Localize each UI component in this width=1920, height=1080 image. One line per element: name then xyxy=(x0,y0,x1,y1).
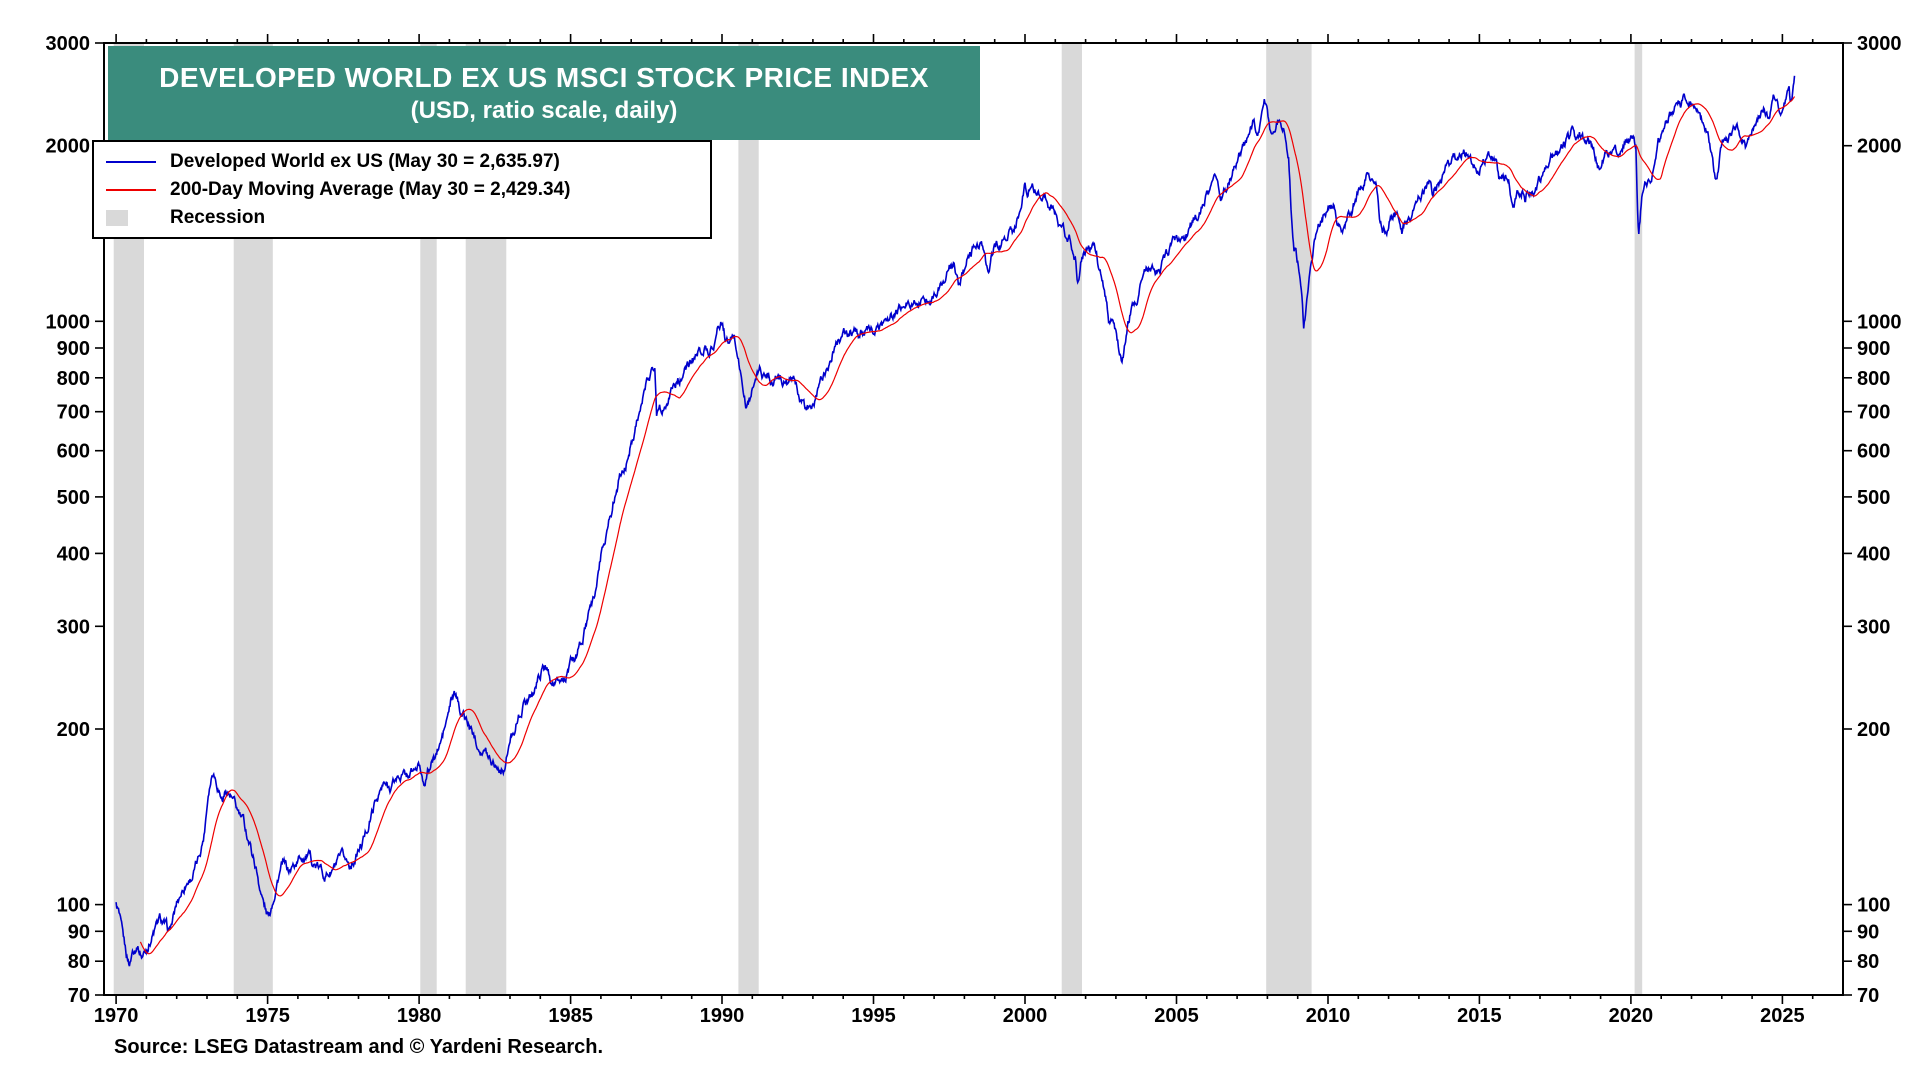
legend-label-moving-average: 200-Day Moving Average (May 30 = 2,429.3… xyxy=(170,178,571,200)
red-line-icon xyxy=(106,188,156,191)
x-axis-label: 1995 xyxy=(851,1005,896,1027)
chart-title: DEVELOPED WORLD EX US MSCI STOCK PRICE I… xyxy=(159,61,929,93)
y-axis-label: 800 xyxy=(57,368,90,390)
x-axis-label: 1985 xyxy=(548,1005,593,1027)
y-axis-label: 70 xyxy=(68,985,90,1007)
y-axis-label: 800 xyxy=(1857,368,1890,390)
legend-item-price: Developed World ex US (May 30 = 2,635.97… xyxy=(106,149,700,174)
chart-subtitle: (USD, ratio scale, daily) xyxy=(410,96,678,124)
x-axis-label: 1970 xyxy=(94,1005,139,1027)
x-axis-label: 1980 xyxy=(397,1005,442,1027)
y-axis-label: 300 xyxy=(1857,616,1890,638)
y-axis-label: 400 xyxy=(1857,543,1890,565)
legend-label-recession: Recession xyxy=(170,206,266,228)
x-axis-label: 2005 xyxy=(1154,1005,1199,1027)
recession-band xyxy=(1634,43,1643,995)
y-axis-label: 200 xyxy=(57,719,90,741)
y-axis-label: 600 xyxy=(57,441,90,463)
y-axis-label: 900 xyxy=(57,338,90,360)
y-axis-label: 900 xyxy=(1857,338,1890,360)
y-axis-label: 70 xyxy=(1857,985,1879,1007)
moving-average-line xyxy=(139,96,1796,955)
chart-title-box: DEVELOPED WORLD EX US MSCI STOCK PRICE I… xyxy=(108,46,980,140)
y-axis-label: 300 xyxy=(57,616,90,638)
legend-label-price: Developed World ex US (May 30 = 2,635.97… xyxy=(170,150,560,172)
moving-average-swatch xyxy=(106,188,162,191)
recession-band xyxy=(738,43,759,995)
y-axis-label: 1000 xyxy=(1857,311,1902,333)
y-axis-label: 700 xyxy=(57,402,90,424)
x-axis-label: 1975 xyxy=(245,1005,290,1027)
y-axis-label: 100 xyxy=(57,895,90,917)
y-axis-label: 2000 xyxy=(46,136,91,158)
y-axis-label: 200 xyxy=(1857,719,1890,741)
y-axis-label: 80 xyxy=(1857,951,1879,973)
y-axis-label: 90 xyxy=(68,921,90,943)
y-axis-label: 700 xyxy=(1857,402,1890,424)
y-axis-label: 2000 xyxy=(1857,136,1902,158)
y-axis-label: 3000 xyxy=(46,33,91,55)
y-axis-label: 90 xyxy=(1857,921,1879,943)
legend-item-recession: Recession xyxy=(106,205,700,230)
blue-line-icon xyxy=(106,160,156,163)
x-axis-label: 2025 xyxy=(1760,1005,1805,1027)
y-axis-label: 500 xyxy=(1857,487,1890,509)
recession-band xyxy=(1266,43,1312,995)
y-axis-label: 400 xyxy=(57,543,90,565)
y-axis-label: 1000 xyxy=(46,311,91,333)
x-axis-label: 2020 xyxy=(1609,1005,1654,1027)
y-axis-label: 500 xyxy=(57,487,90,509)
recession-swatch xyxy=(106,209,162,226)
y-axis-label: 80 xyxy=(68,951,90,973)
y-axis-label: 600 xyxy=(1857,441,1890,463)
recession-band xyxy=(1061,43,1082,995)
plot-border xyxy=(103,42,1844,996)
legend: Developed World ex US (May 30 = 2,635.97… xyxy=(92,140,712,239)
recession-box-icon xyxy=(106,209,128,226)
y-axis-label: 3000 xyxy=(1857,33,1902,55)
price-line-swatch xyxy=(106,160,162,163)
y-axis-label: 100 xyxy=(1857,895,1890,917)
x-axis-label: 1990 xyxy=(700,1005,745,1027)
x-axis-label: 2010 xyxy=(1306,1005,1351,1027)
legend-item-moving-average: 200-Day Moving Average (May 30 = 2,429.3… xyxy=(106,177,700,202)
x-axis-label: 2015 xyxy=(1457,1005,1502,1027)
x-axis-label: 2000 xyxy=(1003,1005,1048,1027)
source-note: Source: LSEG Datastream and © Yardeni Re… xyxy=(114,1036,604,1058)
price-line xyxy=(115,75,1796,967)
